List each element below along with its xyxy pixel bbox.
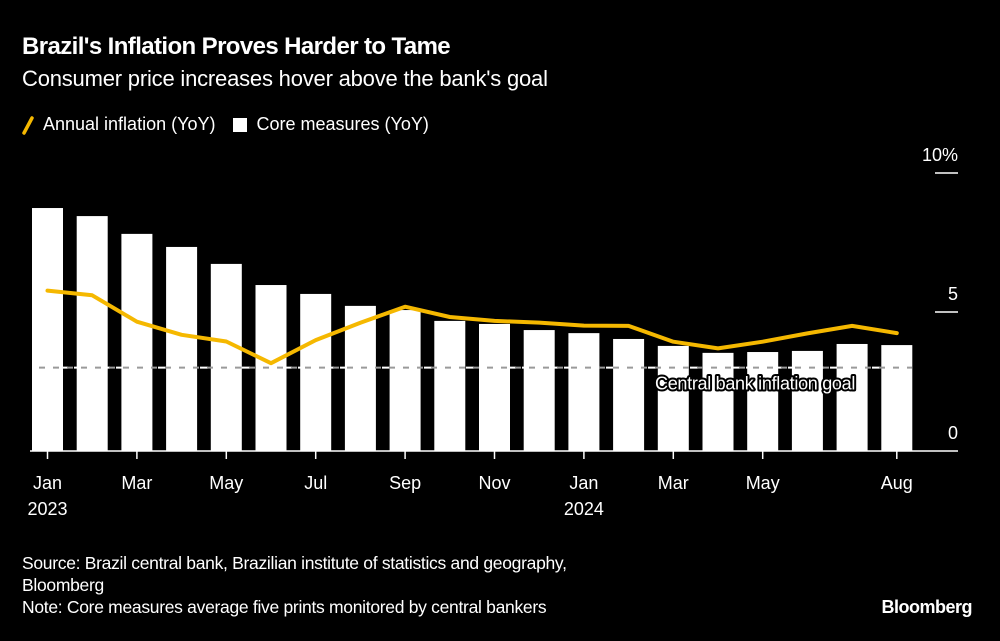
bar-core-14	[657, 345, 689, 451]
x-tick-label: Nov	[478, 473, 510, 493]
legend: Annual inflation (YoY) Core measures (Yo…	[22, 114, 447, 135]
y-tick-label: 5	[948, 284, 958, 304]
bar-core-17	[791, 350, 823, 451]
footer: Source: Brazil central bank, Brazilian i…	[22, 552, 567, 618]
note-text: Note: Core measures average five prints …	[22, 597, 547, 617]
bar-core-6	[300, 293, 332, 451]
x-tick-label: Jan	[569, 473, 598, 493]
y-tick-label: 10%	[922, 145, 958, 165]
bar-core-9	[434, 320, 466, 451]
source-text-line2: Bloomberg	[22, 575, 104, 595]
bar-core-18	[836, 343, 868, 451]
bloomberg-logo: Bloomberg	[881, 597, 972, 617]
legend-label: Annual inflation (YoY)	[43, 114, 216, 134]
chart-subtitle: Consumer price increases hover above the…	[22, 66, 548, 91]
bar-core-10	[479, 323, 510, 451]
bar-core-0	[32, 208, 63, 451]
x-tick-label: Mar	[658, 473, 689, 493]
bar-core-1	[76, 216, 108, 451]
bar-core-2	[121, 233, 153, 451]
bar-core-13	[613, 338, 645, 451]
chart-title: Brazil's Inflation Proves Harder to Tame	[22, 33, 451, 60]
bar-core-4	[210, 263, 242, 451]
x-tick-label: Mar	[121, 473, 152, 493]
axis-layer: Jan 2023 Mar May Jul Sep Nov Jan 2024 Mar May Aug 0 5…	[27, 145, 958, 519]
x-tick-label: May	[209, 473, 243, 493]
legend-item-annual-inflation: Annual inflation (YoY)	[22, 114, 215, 135]
bar-core-3	[166, 246, 198, 451]
bar-core-12	[568, 333, 600, 451]
goal-label: Central bank inflation goal	[655, 374, 855, 394]
line-swatch-icon	[22, 115, 34, 135]
goal-layer: Central bank inflation goal	[32, 366, 912, 396]
x-tick-sublabel: 2023	[27, 499, 67, 519]
legend-item-core-measures: Core measures (YoY)	[233, 114, 429, 135]
y-tick-label: 0	[948, 423, 958, 443]
x-tick-label: Jul	[304, 473, 327, 493]
x-tick-sublabel: 2024	[564, 499, 604, 519]
x-tick-label: Sep	[389, 473, 421, 493]
bar-core-19	[881, 345, 913, 451]
bar-core-11	[523, 330, 555, 451]
bar-core-15	[702, 352, 734, 451]
x-tick-label: Aug	[881, 473, 913, 493]
square-swatch-icon	[233, 117, 248, 132]
line-layer	[45, 288, 899, 366]
bar-core-7	[344, 305, 376, 451]
x-tick-label: May	[746, 473, 780, 493]
x-tick-label: Jan	[33, 473, 62, 493]
legend-label: Core measures (YoY)	[256, 114, 429, 134]
bar-core-8	[389, 310, 421, 451]
source-text-line1: Source: Brazil central bank, Brazilian i…	[22, 553, 567, 573]
line-annual-inflation	[45, 288, 899, 366]
